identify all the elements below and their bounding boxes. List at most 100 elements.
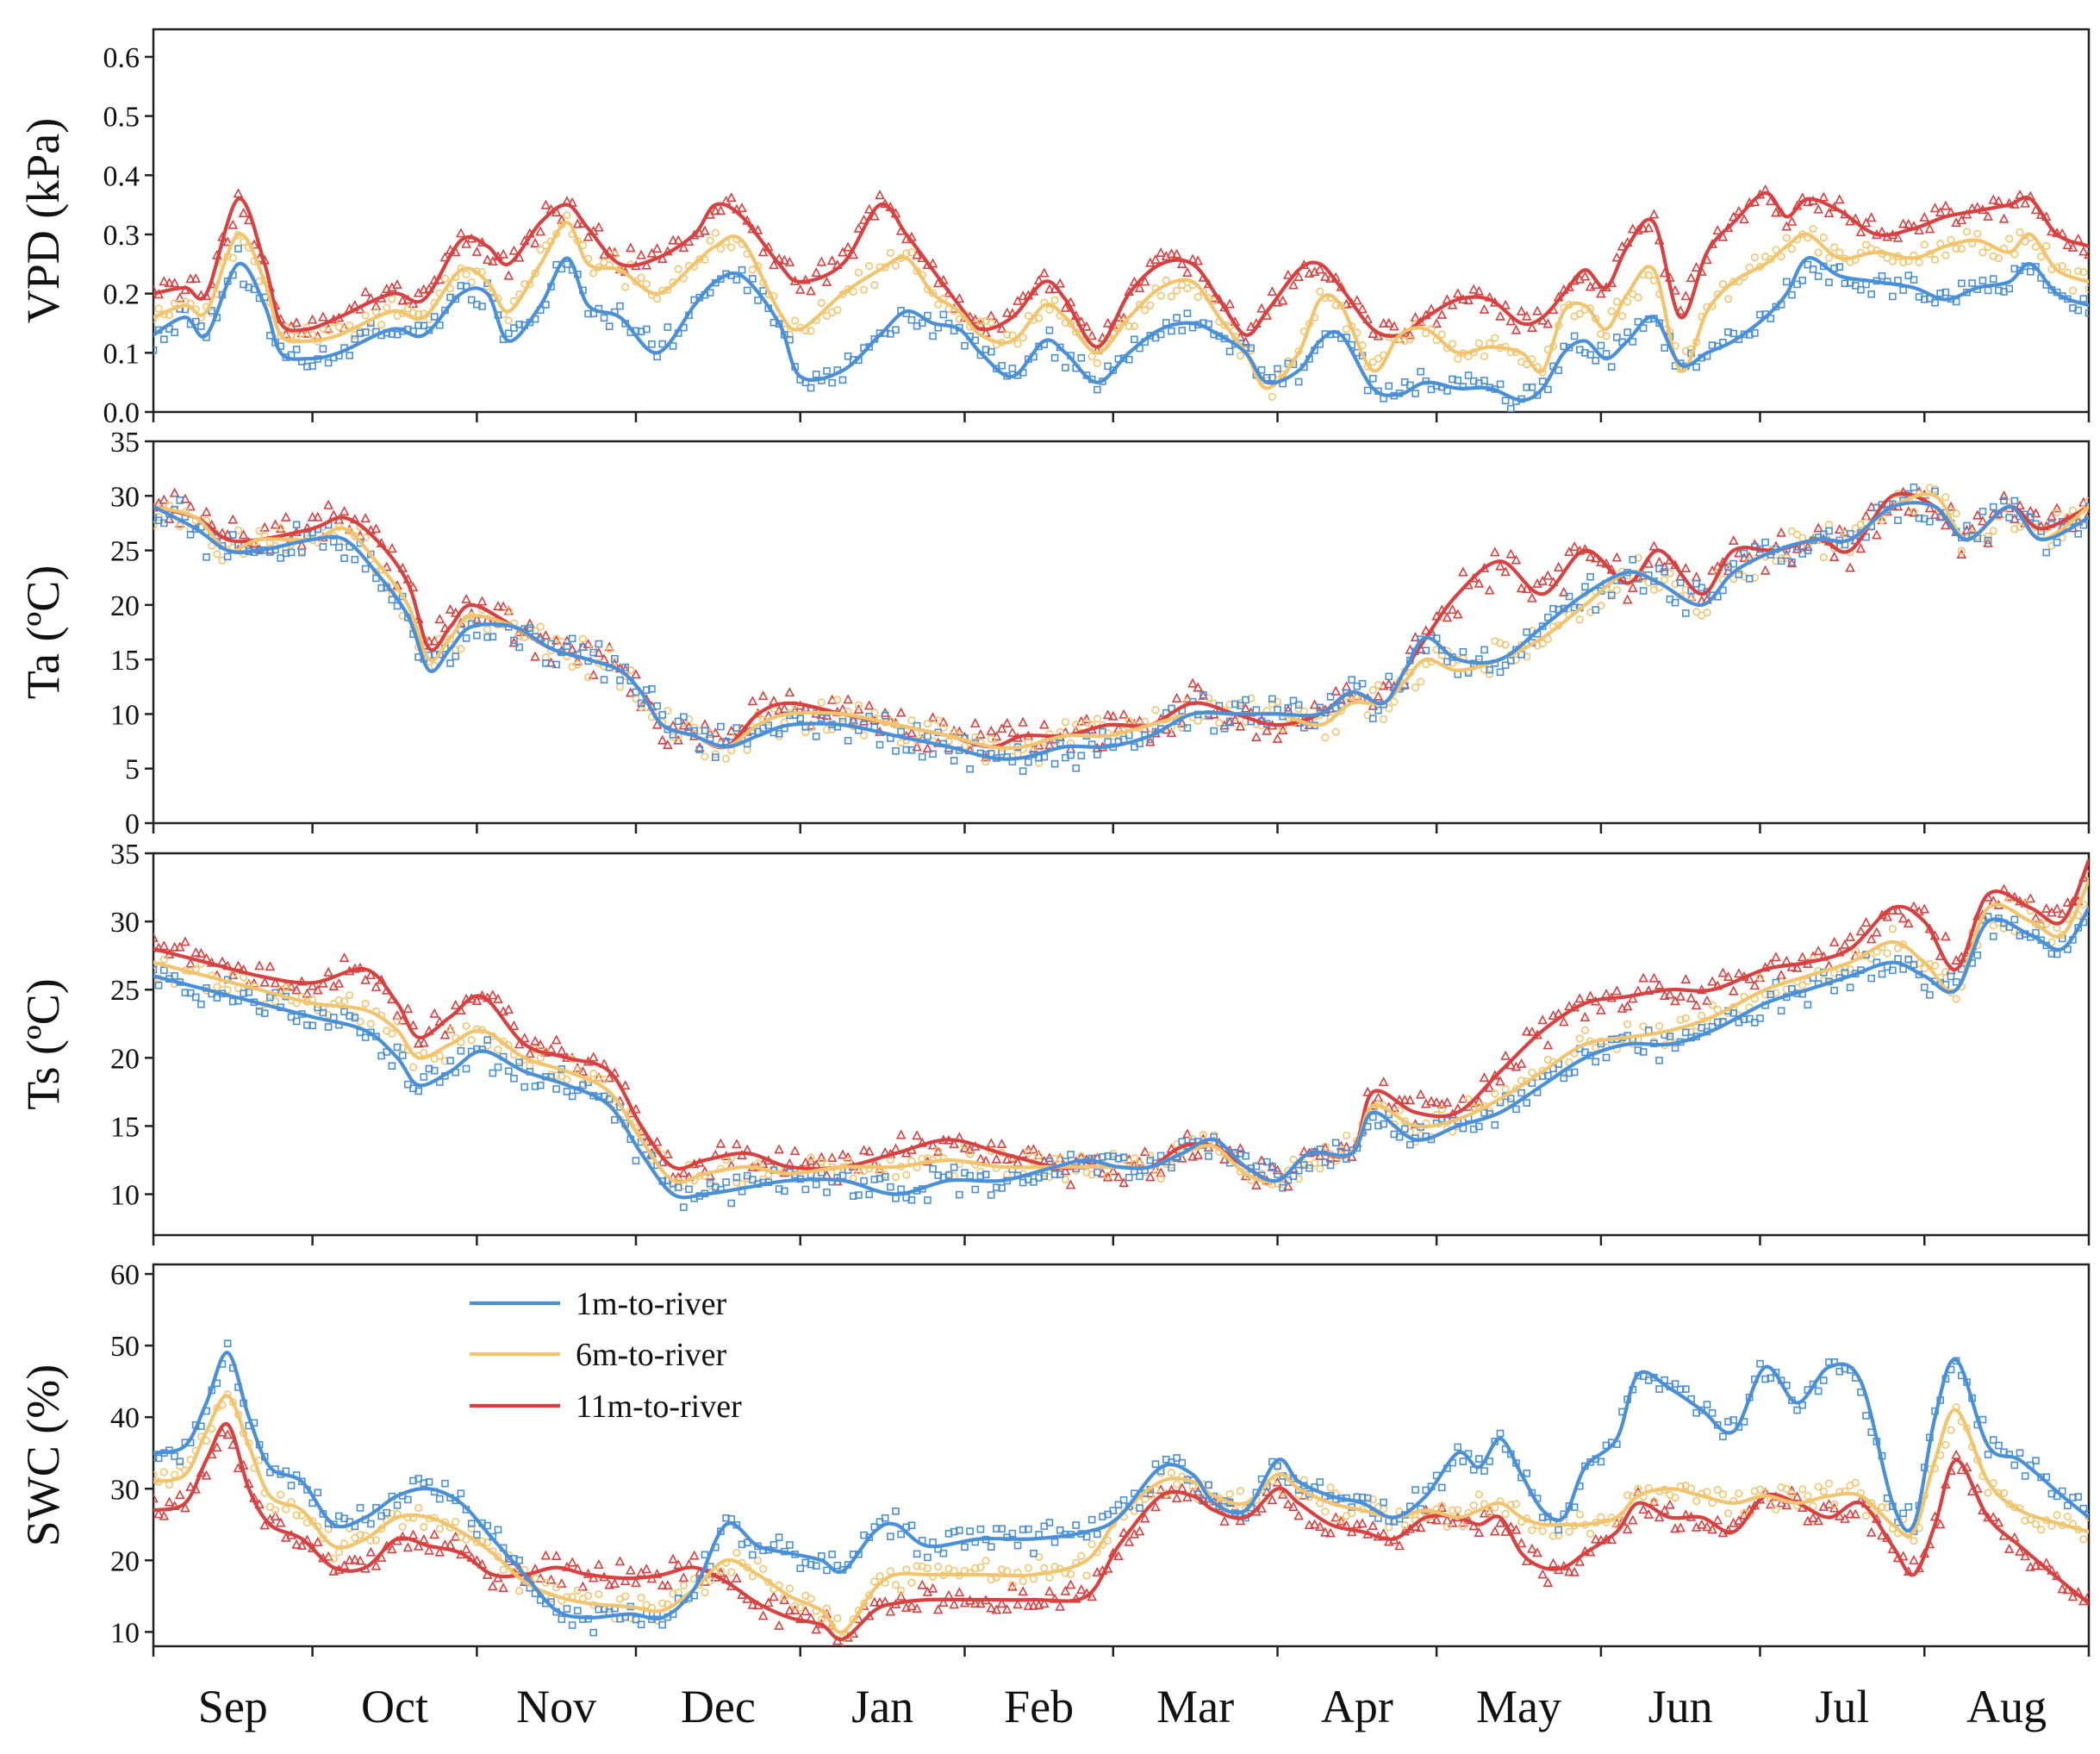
data-point [1171, 1492, 1182, 1502]
data-point [1044, 1586, 1055, 1596]
data-point [1044, 284, 1055, 294]
data-point [1050, 353, 1059, 362]
data-point [1734, 968, 1744, 978]
data-point [913, 1550, 921, 1558]
data-point [1486, 670, 1494, 678]
data-point [1537, 1569, 1549, 1579]
data-point [637, 273, 645, 282]
data-point [807, 1153, 815, 1162]
data-point [1001, 717, 1013, 727]
data-point [897, 1185, 905, 1193]
data-point [944, 737, 953, 746]
data-point [1491, 1089, 1499, 1098]
data-point [238, 529, 249, 540]
data-point [895, 707, 907, 717]
data-point [1475, 1122, 1483, 1131]
data-point [1289, 696, 1298, 705]
data-point [1861, 1512, 1871, 1520]
data-point [865, 1190, 874, 1199]
data-point [493, 601, 503, 611]
data-point [826, 1152, 838, 1162]
data-point [1729, 278, 1738, 286]
data-point [695, 727, 704, 735]
data-point [1019, 1526, 1027, 1533]
data-point [722, 1514, 730, 1522]
data-point [1787, 1489, 1797, 1498]
data-point [1845, 562, 1855, 572]
data-point [1574, 993, 1586, 1003]
data-point [807, 1595, 815, 1603]
data-point [510, 1074, 518, 1083]
data-point [1782, 985, 1791, 994]
data-point [573, 1607, 582, 1615]
data-point [2021, 1516, 2029, 1525]
data-point [1050, 1538, 1059, 1546]
data-point [1835, 248, 1844, 257]
data-point [1750, 573, 1759, 582]
data-point [308, 331, 317, 340]
data-point [520, 1083, 529, 1091]
data-point [308, 362, 316, 370]
data-point [1841, 529, 1849, 538]
y-tick-label: 0.3 [103, 220, 140, 252]
data-point [366, 1520, 375, 1528]
data-point [1130, 1153, 1138, 1163]
data-point [392, 278, 402, 289]
data-point [1342, 1131, 1351, 1140]
data-point [1104, 362, 1112, 371]
data-point [531, 1083, 539, 1090]
data-point [489, 633, 497, 640]
data-point [1851, 282, 1860, 290]
data-point [1107, 1165, 1119, 1176]
data-point [1564, 546, 1574, 557]
data-point [493, 993, 503, 1003]
data-point [1314, 1521, 1325, 1532]
data-point [1151, 706, 1160, 715]
data-point [1825, 527, 1833, 535]
data-point [690, 727, 698, 735]
data-point [536, 622, 545, 631]
data-point [1993, 195, 2004, 205]
data-point [1878, 272, 1886, 280]
data-point [1268, 1162, 1276, 1170]
data-point [1910, 960, 1918, 969]
data-point [229, 997, 237, 1006]
data-point [1627, 223, 1638, 234]
data-point [471, 995, 483, 1005]
data-point [1973, 951, 1982, 959]
data-point [668, 234, 678, 245]
data-point [1094, 1530, 1101, 1539]
data-point [159, 940, 170, 951]
data-point [642, 325, 651, 334]
data-point [1348, 1509, 1356, 1518]
data-point [153, 1493, 159, 1503]
data-point [1326, 693, 1335, 701]
data-point [483, 1521, 491, 1530]
data-point [1505, 315, 1517, 326]
data-point [1316, 703, 1324, 712]
data-point [1930, 255, 1940, 264]
data-point [1661, 576, 1669, 584]
data-point [1671, 1493, 1679, 1502]
data-point [434, 614, 446, 624]
data-point [1484, 1506, 1495, 1516]
data-point [552, 1583, 561, 1592]
data-point [1995, 1441, 2003, 1450]
data-point [2015, 1545, 2025, 1556]
data-point [1527, 1543, 1537, 1553]
data-point [929, 1538, 937, 1546]
data-point [282, 549, 290, 558]
data-point [993, 1525, 1000, 1533]
data-point [727, 1199, 736, 1208]
data-point [907, 248, 916, 257]
data-point [1973, 229, 1982, 238]
data-point [1389, 321, 1399, 331]
data-point [1542, 570, 1554, 580]
data-point [1613, 334, 1621, 341]
data-point [822, 1604, 832, 1613]
data-point [833, 696, 842, 704]
data-point [993, 1183, 1000, 1191]
data-point [2057, 1583, 2068, 1594]
data-point [589, 648, 598, 657]
data-point [1560, 342, 1568, 351]
